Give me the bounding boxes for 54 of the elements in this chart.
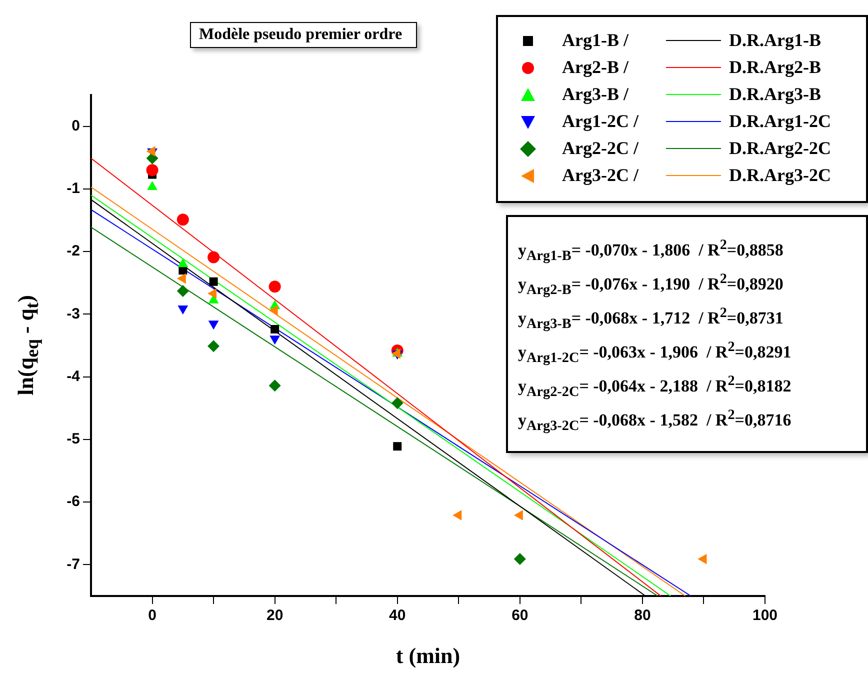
annotation: y$_{Arg2-2C}$= -0,064x - 2,188 / R$^{2}$=0,8182 xyxy=(518,373,792,402)
legend-label: Arg3-B / xyxy=(562,84,630,105)
y-tick-label: -1 xyxy=(66,180,80,198)
legend-label: D.R.Arg2-B xyxy=(729,57,821,78)
annotation: y$_{Arg1-2C}$= -0,063x - 1,906 / R$^{2}$=0,8291 xyxy=(518,339,792,368)
point xyxy=(268,305,278,316)
legend-label: D.R.Arg2-2C xyxy=(729,138,831,159)
annotation: y$_{Arg3-2C}$= -0,068x - 1,582 / R$^{2}$=0,8716 xyxy=(518,407,792,436)
legend-label: Arg3-2C / xyxy=(562,165,640,186)
annotation: y$_{Arg2-B}$= -0,076x - 1,190 / R$^{2}$=0,8920 xyxy=(518,271,784,300)
legend-label: D.R.Arg3-2C xyxy=(729,165,831,186)
point xyxy=(146,164,158,176)
point xyxy=(514,510,523,520)
annotation: y$_{Arg3-B}$= -0,068x - 1,712 / R$^{2}$=0,8731 xyxy=(518,305,784,334)
y-tick-label: -5 xyxy=(66,430,80,448)
x-axis-title: t (min) xyxy=(394,643,462,669)
point xyxy=(208,340,220,352)
chart-title: Modèle pseudo premier ordre xyxy=(190,22,418,48)
point xyxy=(178,258,188,268)
point xyxy=(176,214,189,226)
y-tick-label: -6 xyxy=(66,493,80,510)
legend-label: Arg1-B / xyxy=(562,30,630,51)
x-tick-label: 80 xyxy=(634,607,651,624)
y-tick-label: -4 xyxy=(66,368,81,385)
point xyxy=(393,442,402,451)
y-tick-label: -3 xyxy=(66,305,80,322)
x-tick-label: 100 xyxy=(752,607,778,624)
y-tick-label: -2 xyxy=(66,242,80,260)
point xyxy=(268,280,281,293)
point xyxy=(391,348,400,359)
point xyxy=(268,380,281,392)
point xyxy=(176,285,189,298)
point xyxy=(209,277,218,286)
point xyxy=(270,324,280,334)
x-tick-label: 0 xyxy=(148,607,156,624)
legend-label: Arg2-B / xyxy=(562,57,630,78)
y-tick-label: 0 xyxy=(72,117,80,134)
legend-label: D.R.Arg3-B xyxy=(729,84,821,105)
x-tick-label: 20 xyxy=(266,607,284,624)
legend-label: Arg1-2C / xyxy=(562,111,640,132)
point xyxy=(391,397,404,410)
point xyxy=(452,510,462,520)
legend-label: Arg2-2C / xyxy=(562,138,640,159)
point xyxy=(698,554,707,564)
point xyxy=(208,288,217,299)
x-tick-label: 60 xyxy=(512,607,528,624)
legend-label: D.R.Arg1-2C xyxy=(729,111,831,132)
y-tick-label: -7 xyxy=(66,556,80,573)
annotation: y$_{Arg1-B}$= -0,070x - 1,806 / R$^{2}$=0,8858 xyxy=(518,237,784,266)
legend-label: D.R.Arg1-B xyxy=(729,30,821,51)
point xyxy=(514,553,526,566)
x-tick-label: 40 xyxy=(389,607,406,624)
point xyxy=(147,181,158,190)
point xyxy=(208,251,220,264)
